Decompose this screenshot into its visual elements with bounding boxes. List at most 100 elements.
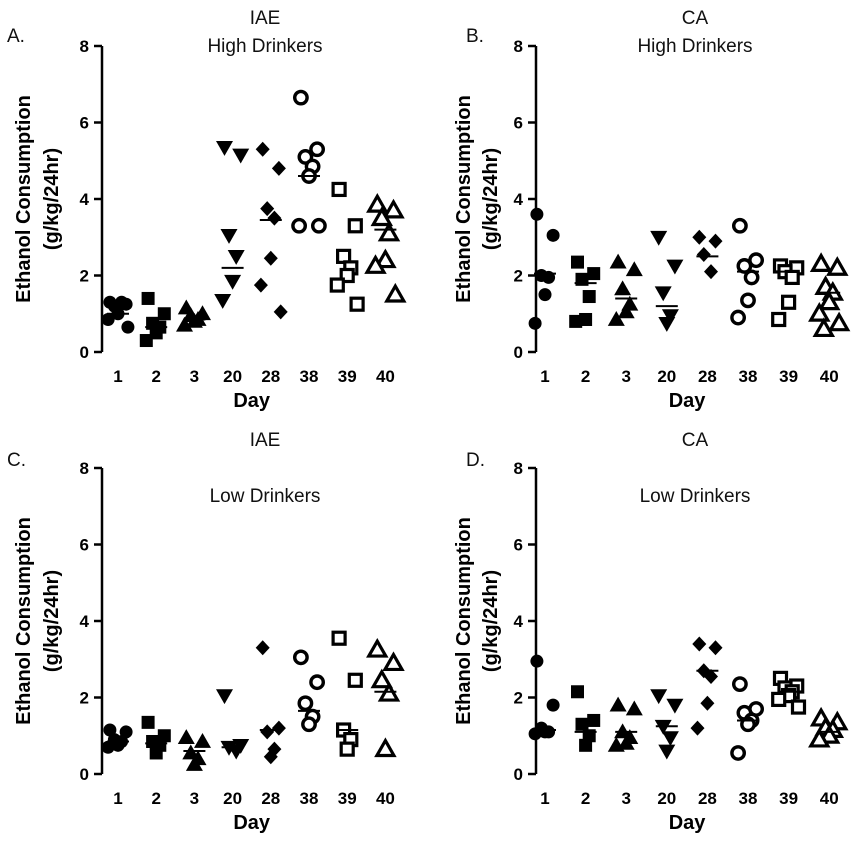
data-point [263,250,278,266]
x-tick-label: 40 [376,367,395,386]
x-tick-label: 38 [739,367,758,386]
data-point [625,700,643,716]
y-tick-label: 2 [80,689,89,708]
y-tick-label: 6 [80,114,89,133]
data-point [617,303,635,319]
y-axis-label-line-2: (g/kg/24hr) [41,148,63,250]
data-point [366,193,389,213]
data-point [115,295,129,309]
panel-title-line-2: High Drinkers [207,36,322,57]
panel-title-line-1: IAE [250,430,281,451]
category-group-38 [292,649,325,733]
panel-c: C. IAE Low Drinkers 0 2 4 6 8 Ethanol Consumptio… [7,430,405,834]
data-point [382,198,405,219]
data-point [538,288,552,302]
data-point [625,261,643,277]
data-point [292,649,309,666]
data-point [579,312,593,326]
panel-a: A. IAE High Drinkers 0 2 4 6 8 Ethanol Consumpti… [7,8,407,412]
data-point [374,248,397,269]
data-point [808,727,831,748]
y-tick-label: 8 [80,37,89,56]
data-point [253,277,268,293]
category-group-39 [771,670,807,715]
panel-d: D. CA Low Drinkers 0 2 4 6 8 Ethanol Consumption… [453,430,849,834]
category-group-40 [364,193,407,303]
x-tick-label: 1 [540,367,549,386]
category-group-38 [730,217,764,326]
data-point [141,291,155,305]
x-axis-label: Day [669,812,707,834]
y-tick-label: 8 [514,37,523,56]
data-point [696,246,711,262]
y-tick-label: 8 [80,459,89,478]
data-point [273,304,288,320]
category-group-40 [808,706,849,748]
category-group-38 [291,89,327,234]
x-axis-label: Day [669,390,707,412]
data-point [817,290,841,311]
data-point [692,636,707,652]
data-point [141,715,155,729]
x-tick-label: 20 [223,789,242,808]
x-tick-label: 20 [657,367,676,386]
category-group-20 [214,140,250,309]
data-point [748,252,764,269]
data-point [528,316,542,330]
data-point [571,255,584,269]
y-tick-label: 0 [80,765,89,784]
y-tick-label: 0 [80,343,89,362]
data-point [263,749,278,765]
x-tick-label: 39 [779,367,798,386]
category-group-3 [607,696,643,752]
category-group-28 [690,636,723,736]
x-tick-label: 3 [190,789,199,808]
data-point [331,630,347,646]
data-point [609,696,627,712]
panel-b: B. CA High Drinkers 0 2 4 6 8 Ethanol Consumptio… [453,8,851,412]
panel-letter: B. [466,26,484,47]
data-point [227,250,245,265]
x-tick-label: 1 [113,367,122,386]
data-point [121,320,135,334]
data-point [382,651,405,672]
data-point [690,720,705,736]
data-point [538,725,552,739]
data-point [366,637,389,658]
x-tick-label: 39 [338,789,357,808]
category-group-1 [101,295,135,334]
data-point [177,729,195,745]
data-point [214,293,232,309]
data-point [185,755,203,771]
data-point [809,252,833,272]
data-point [377,221,401,242]
x-tick-label: 38 [300,789,319,808]
y-tick-label: 4 [514,190,524,209]
data-point [291,217,307,234]
data-point [780,294,797,310]
data-point [331,181,347,198]
data-point [267,210,282,226]
data-point [364,254,387,274]
y-tick-label: 6 [80,536,89,555]
data-point [546,228,560,242]
data-point [607,310,625,326]
x-tick-label: 40 [820,789,839,808]
y-tick-label: 2 [514,689,523,708]
data-point [812,317,836,338]
data-point [347,218,363,234]
data-point [260,201,275,217]
data-point [255,141,270,157]
x-tick-label: 28 [261,367,280,386]
y-tick-label: 0 [514,343,523,362]
x-tick-label: 3 [621,789,630,808]
data-point [654,719,672,735]
category-group-20 [216,689,250,760]
panel-letter: C. [7,450,26,471]
x-tick-label: 2 [581,789,590,808]
category-group-40 [808,252,851,338]
y-axis-label-line-1: Ethanol Consumption [453,517,475,725]
data-point [658,316,676,332]
data-point [292,89,309,106]
data-point [232,148,250,164]
